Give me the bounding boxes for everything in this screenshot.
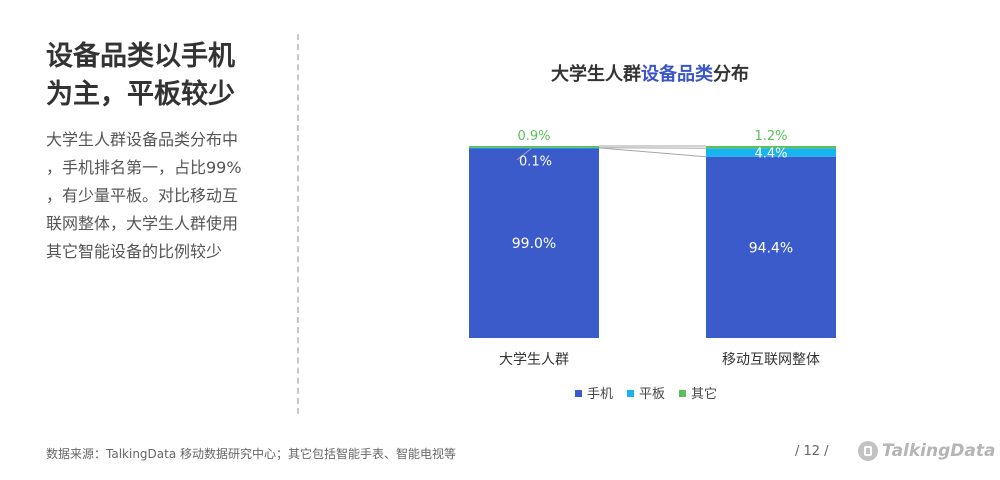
- legend-label: 平板: [639, 387, 666, 402]
- headline: 设备品类以手机 为主，平板较少: [46, 38, 276, 114]
- bar-segment-其它-移动互联网整体: [706, 146, 836, 149]
- data-label-平板: 4.4%: [754, 147, 787, 162]
- description-line: 联网整体，大学生人群使用: [46, 214, 239, 233]
- legend-label: 手机: [587, 387, 614, 402]
- chart-title-suffix: 分布: [713, 64, 749, 85]
- legend-label: 其它: [691, 387, 718, 402]
- bar-segment-其它-大学生人群: [469, 146, 599, 148]
- headline-line-2: 为主，平板较少: [46, 79, 235, 110]
- chart-legend: 手机 平板 其它: [575, 383, 731, 402]
- chart-title: 大学生人群设备品类分布: [300, 60, 1000, 86]
- description-line: ，手机排名第一，占比99%: [46, 158, 242, 177]
- description-line: 大学生人群设备品类分布中: [46, 130, 239, 149]
- bar-segment-手机-大学生人群: [469, 147, 599, 338]
- data-label-手机: 99.0%: [512, 236, 556, 252]
- bar-segment-手机-移动互联网整体: [706, 156, 836, 338]
- connector-line: [598, 147, 707, 158]
- data-label-手机: 94.4%: [749, 240, 793, 256]
- data-label-其它: 0.9%: [517, 129, 550, 144]
- description-line: 其它智能设备的比例较少: [46, 242, 223, 261]
- legend-item: 手机: [575, 383, 613, 402]
- legend-swatch: [575, 390, 582, 397]
- page-number: / 12 /: [795, 444, 829, 459]
- bar-segment-平板-大学生人群: [469, 147, 599, 149]
- legend-item: 平板: [627, 383, 665, 402]
- x-axis-label: 大学生人群: [499, 352, 569, 368]
- x-axis-label: 移动互联网整体: [722, 352, 820, 368]
- chart-title-prefix: 大学生人群: [551, 64, 641, 85]
- data-label-leader-line: [516, 148, 532, 161]
- vertical-divider: [297, 34, 299, 414]
- legend-item: 其它: [679, 383, 717, 402]
- bar-segment-平板-移动互联网整体: [706, 148, 836, 157]
- data-label-其它: 1.2%: [754, 129, 787, 144]
- brand-logo: TalkingData: [858, 440, 995, 462]
- description: 大学生人群设备品类分布中 ，手机排名第一，占比99% ，有少量平板。对比移动互 …: [46, 126, 271, 266]
- data-label-平板: 0.1%: [519, 155, 552, 170]
- description-line: ，有少量平板。对比移动互: [46, 186, 239, 205]
- connector-line: [598, 147, 707, 149]
- legend-swatch: [679, 390, 687, 397]
- headline-line-1: 设备品类以手机: [46, 41, 235, 72]
- brand-name: TalkingData: [882, 441, 996, 461]
- chart-title-highlight: 设备品类: [641, 64, 713, 85]
- data-source-note: 数据来源：TalkingData 移动数据研究中心；其它包括智能手表、智能电视等: [46, 447, 457, 461]
- talkingdata-logo-icon: [858, 441, 878, 461]
- legend-swatch: [627, 390, 635, 397]
